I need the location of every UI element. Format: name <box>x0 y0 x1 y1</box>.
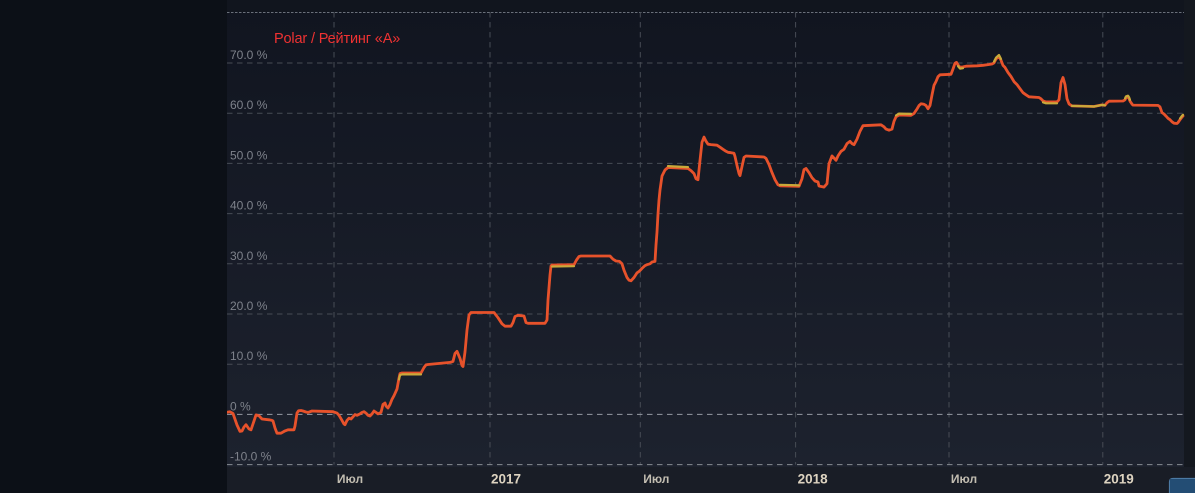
svg-text:Июл: Июл <box>951 472 977 486</box>
svg-text:Июл: Июл <box>337 472 363 486</box>
svg-text:30.0 %: 30.0 % <box>230 249 268 263</box>
svg-text:-10.0 %: -10.0 % <box>230 450 272 464</box>
svg-text:0 %: 0 % <box>230 399 251 413</box>
svg-text:70.0 %: 70.0 % <box>230 48 268 62</box>
svg-text:Июл: Июл <box>643 472 669 486</box>
svg-text:2017: 2017 <box>491 472 521 487</box>
svg-text:20.0 %: 20.0 % <box>230 299 268 313</box>
svg-text:Polar / Рейтинг «А»: Polar / Рейтинг «А» <box>274 31 400 47</box>
svg-text:2019: 2019 <box>1104 472 1134 487</box>
svg-text:10.0 %: 10.0 % <box>230 349 268 363</box>
svg-text:2018: 2018 <box>798 472 829 487</box>
svg-text:60.0 %: 60.0 % <box>230 98 268 112</box>
svg-text:50.0 %: 50.0 % <box>230 148 268 162</box>
svg-text:40.0 %: 40.0 % <box>230 199 268 213</box>
